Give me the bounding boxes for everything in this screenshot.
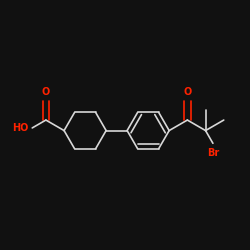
- Text: HO: HO: [12, 123, 28, 133]
- Text: Br: Br: [207, 148, 219, 158]
- Text: O: O: [42, 88, 50, 98]
- Text: O: O: [183, 88, 192, 98]
